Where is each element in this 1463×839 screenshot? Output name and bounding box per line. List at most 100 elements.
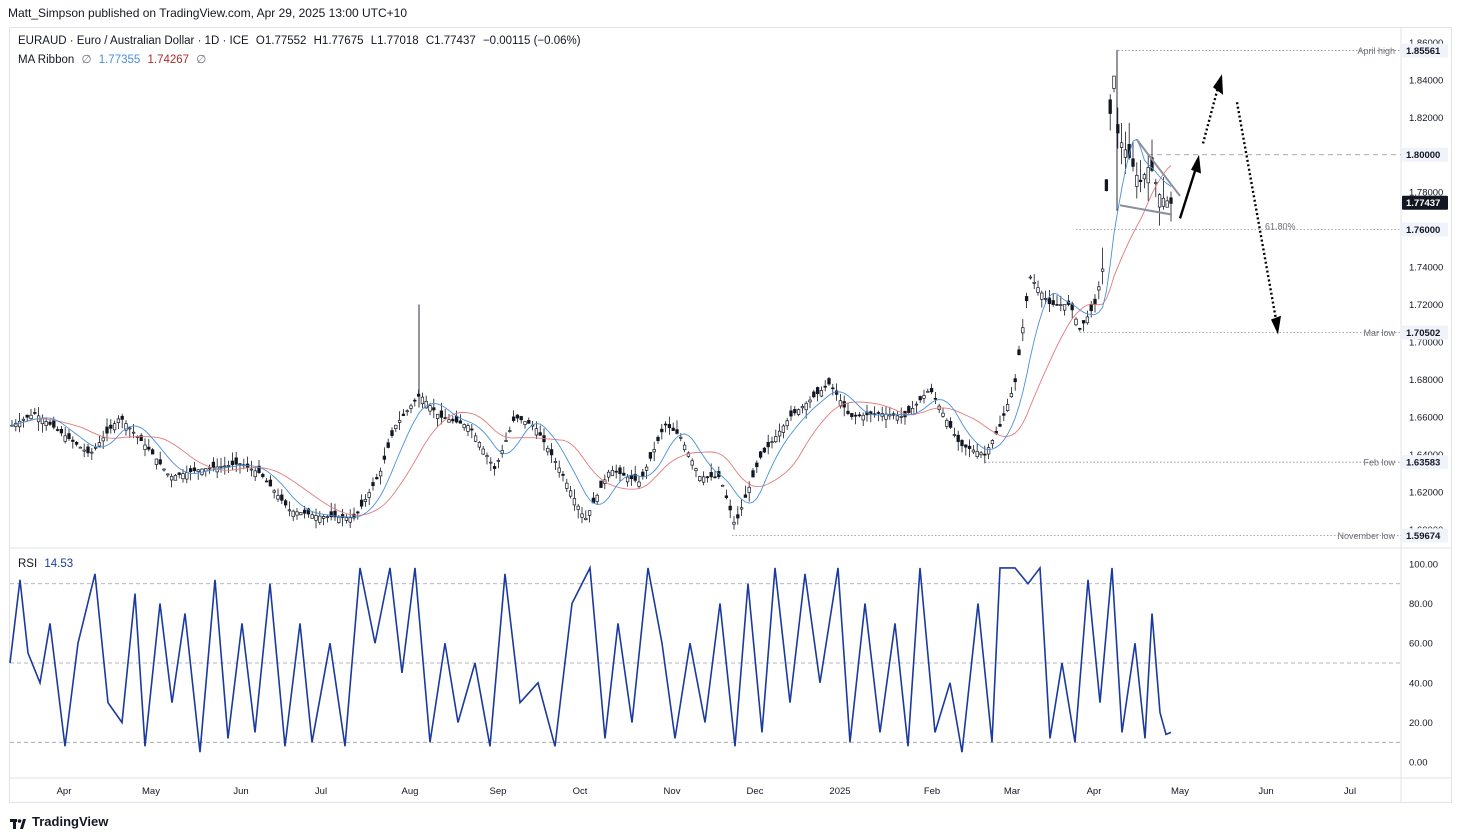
candle-body	[527, 420, 531, 424]
candle-body	[1028, 276, 1033, 279]
price-tag	[1402, 195, 1448, 210]
close-value: C1.77437	[425, 35, 476, 47]
rsi-legend: RSI 14.53	[18, 558, 77, 570]
candle-body	[610, 470, 615, 477]
candle-body	[572, 498, 577, 506]
low-value: L1.77018	[370, 35, 419, 47]
candle-body	[656, 436, 660, 442]
candle-body	[238, 463, 242, 466]
candle-body	[128, 427, 132, 430]
candle-body	[652, 449, 656, 453]
candle-body	[1051, 300, 1055, 305]
candle-body	[663, 423, 668, 426]
price-tag	[1402, 455, 1448, 470]
candle-body	[762, 447, 767, 453]
ma-label[interactable]: MA Ribbon	[18, 54, 75, 66]
price-tag-label: 1.70502	[1406, 328, 1440, 339]
candle-body	[264, 480, 269, 483]
candle-body	[850, 412, 854, 418]
x-tick-label: Dec	[747, 786, 764, 797]
ma-slow-value: 1.74267	[147, 54, 190, 66]
candle-body	[1131, 158, 1135, 167]
candle-body	[230, 460, 235, 466]
x-tick-label: May	[1171, 786, 1189, 797]
candle-body	[1040, 292, 1044, 300]
x-tick-label: 2025	[829, 786, 850, 797]
candle-body	[724, 495, 729, 498]
candle-body	[359, 499, 364, 507]
pennant-lower-line	[1119, 204, 1173, 216]
candle-body	[1135, 174, 1139, 187]
candle-body	[576, 505, 580, 510]
candle-body	[815, 387, 820, 394]
candle-body	[948, 421, 953, 428]
candle-body	[804, 402, 808, 411]
candle-body	[74, 441, 79, 445]
candle-body	[1169, 197, 1173, 204]
price-tag	[1402, 325, 1448, 340]
candle-body	[485, 455, 489, 458]
candle-body	[394, 424, 398, 429]
candle-body	[641, 471, 645, 477]
candle-body	[595, 494, 599, 502]
x-tick-label: Aug	[402, 786, 419, 797]
candle-body	[796, 409, 801, 415]
candle-body	[1165, 200, 1169, 208]
candle-body	[33, 412, 37, 414]
footer-brand: TradingView	[10, 814, 108, 829]
candle-body	[846, 410, 850, 414]
candle-body	[675, 429, 679, 434]
x-tick-label: Nov	[664, 786, 681, 797]
candle-body	[409, 405, 413, 409]
candle-body	[698, 476, 702, 482]
candle-body	[196, 469, 200, 472]
candles-group	[10, 75, 1173, 530]
candle-body	[143, 444, 147, 450]
candle-body	[55, 429, 60, 431]
candle-body	[344, 517, 349, 521]
candle-body	[169, 476, 174, 481]
candle-body	[276, 495, 280, 500]
candle-body	[124, 423, 128, 431]
candle-body	[188, 468, 193, 473]
x-tick-label: Jun	[1258, 786, 1273, 797]
candle-body	[515, 414, 520, 419]
candle-body	[682, 444, 687, 451]
candle-body	[1085, 316, 1090, 324]
candle-body	[629, 474, 634, 480]
candle-body	[774, 436, 778, 443]
candle-body	[166, 473, 170, 476]
candle-body	[477, 442, 482, 448]
candle-body	[907, 406, 911, 413]
candle-body	[956, 434, 960, 442]
price-tag	[1402, 222, 1448, 237]
rsi-label[interactable]: RSI	[18, 558, 38, 570]
candle-body	[223, 465, 227, 468]
symbol-title[interactable]: EURAUD · Euro / Australian Dollar · 1D ·…	[18, 35, 249, 47]
candle-body	[964, 444, 968, 448]
candle-body	[899, 415, 903, 418]
rsi-y-tick-label: 80.00	[1409, 599, 1433, 610]
candle-body	[758, 451, 763, 458]
candle-body	[998, 424, 1002, 427]
candle-body	[709, 472, 713, 478]
chart-frame[interactable]	[9, 27, 1452, 803]
price-tag-label: 1.63583	[1406, 458, 1440, 469]
candle-body	[983, 453, 987, 456]
candle-body	[466, 425, 470, 432]
candle-body	[914, 403, 919, 406]
price-tag-label: 1.77437	[1406, 198, 1440, 209]
candle-body	[86, 446, 90, 454]
candle-body	[565, 482, 569, 489]
change-value: −0.00115 (−0.06%)	[482, 35, 581, 47]
candle-body	[827, 378, 831, 385]
candle-body	[386, 442, 390, 448]
candle-body	[321, 516, 326, 519]
candle-body	[1161, 197, 1166, 207]
candle-body	[310, 514, 314, 519]
y-tick-label: 1.82000	[1409, 113, 1443, 124]
candle-body	[599, 480, 603, 488]
candle-body	[739, 507, 744, 510]
candle-body	[40, 418, 45, 425]
